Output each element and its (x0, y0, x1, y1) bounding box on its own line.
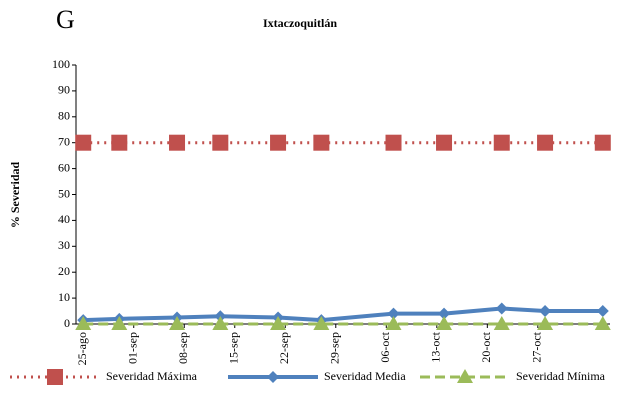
chart-title: Ixtaczoquitlán (263, 16, 337, 30)
series-line (83, 306, 603, 323)
marker (270, 316, 287, 330)
y-tick-label: 20 (58, 264, 70, 278)
y-tick-label: 10 (58, 290, 70, 304)
marker (313, 316, 330, 330)
marker (436, 316, 453, 330)
x-tick-label: 13-oct (429, 331, 443, 362)
marker (212, 134, 229, 151)
marker (111, 316, 128, 330)
x-tick-label: 01-sep (125, 332, 139, 364)
x-tick-label: 29-sep (328, 332, 342, 364)
panel-label: G (56, 5, 75, 34)
x-tick-label: 08-sep (176, 332, 190, 364)
marker (385, 134, 402, 151)
marker (212, 316, 229, 330)
marker (313, 134, 330, 151)
marker (537, 316, 554, 330)
y-tick-label: 70 (58, 134, 70, 148)
x-tick-label: 25-ago (75, 332, 89, 365)
marker (75, 134, 92, 151)
marker (493, 316, 510, 330)
legend-label: Severidad Media (324, 369, 406, 383)
marker (270, 134, 287, 151)
marker (436, 134, 453, 151)
marker (495, 302, 508, 315)
x-tick-label: 22-sep (277, 332, 291, 364)
y-tick-label: 80 (58, 109, 70, 123)
legend-marker (47, 369, 63, 385)
marker (438, 307, 451, 320)
marker (537, 134, 554, 151)
y-tick-label: 50 (58, 186, 70, 200)
x-tick-label: 06-oct (378, 331, 392, 362)
y-tick-label: 30 (58, 238, 70, 252)
marker (594, 134, 611, 151)
marker (539, 305, 552, 318)
y-axis-label: % Severidad (8, 162, 22, 229)
marker (169, 134, 186, 151)
marker (385, 316, 402, 330)
y-tick-label: 60 (58, 160, 70, 174)
x-tick-label: 27-oct (530, 331, 544, 362)
x-tick-label: 20-oct (479, 331, 493, 362)
x-tick-label: 15-sep (227, 332, 241, 364)
marker (75, 316, 92, 330)
legend-label: Severidad Mínima (516, 369, 606, 383)
marker (493, 134, 510, 151)
marker (111, 134, 128, 151)
marker (387, 307, 400, 320)
legend-marker (457, 369, 473, 383)
marker (596, 305, 609, 318)
marker (594, 316, 611, 330)
y-tick-label: 0 (64, 316, 70, 330)
legend-label: Severidad Máxima (106, 369, 198, 383)
y-tick-label: 100 (52, 57, 70, 71)
marker (169, 316, 186, 330)
legend-marker (267, 371, 279, 383)
y-tick-label: 40 (58, 212, 70, 226)
y-tick-label: 90 (58, 83, 70, 97)
